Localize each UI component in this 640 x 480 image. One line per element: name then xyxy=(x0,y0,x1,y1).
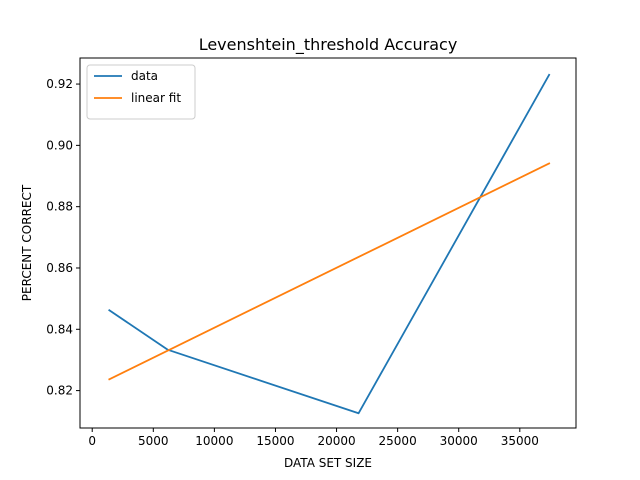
y-tick-label: 0.84 xyxy=(46,322,73,336)
x-axis-label: DATA SET SIZE xyxy=(284,456,372,470)
y-tick-label: 0.82 xyxy=(46,384,73,398)
axes-frame xyxy=(79,57,577,429)
x-tick-label: 5000 xyxy=(138,434,169,448)
y-axis-label: PERCENT CORRECT xyxy=(20,184,34,301)
legend-label: linear fit xyxy=(131,91,181,105)
plot-area xyxy=(79,57,577,429)
x-tick-label: 30000 xyxy=(440,434,478,448)
y-tick-label: 0.92 xyxy=(46,77,73,91)
x-tick-label: 20000 xyxy=(317,434,355,448)
x-tick-label: 25000 xyxy=(379,434,417,448)
x-tick-label: 0 xyxy=(88,434,96,448)
legend: data linear fit xyxy=(86,64,196,120)
series-line-data xyxy=(108,73,551,415)
plot-background xyxy=(80,58,576,428)
legend-box xyxy=(86,64,196,120)
y-axis: 0.82 0.84 0.86 0.88 0.90 0.92 xyxy=(46,77,80,398)
chart-title: Levenshtein_threshold Accuracy xyxy=(199,35,458,55)
y-tick-label: 0.90 xyxy=(46,138,73,152)
series-line-linear-fit xyxy=(108,162,551,381)
x-axis: 0 5000 10000 15000 20000 25000 30000 35000 xyxy=(88,428,539,448)
x-tick-label: 35000 xyxy=(501,434,539,448)
y-tick-label: 0.86 xyxy=(46,261,73,275)
x-tick-label: 15000 xyxy=(256,434,294,448)
y-tick-label: 0.88 xyxy=(46,200,73,214)
x-tick-label: 10000 xyxy=(195,434,233,448)
legend-label: data xyxy=(131,69,158,83)
series-layer xyxy=(108,73,551,415)
